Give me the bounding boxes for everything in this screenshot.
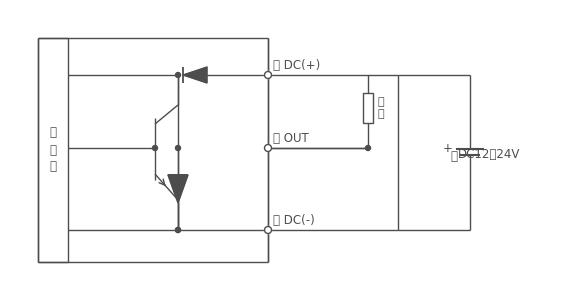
Text: DC12～24V: DC12～24V [458,148,521,160]
Polygon shape [168,175,188,203]
Text: 負
荷: 負 荷 [377,97,384,119]
Circle shape [175,146,181,151]
Text: +: + [443,142,453,154]
Circle shape [265,146,271,151]
Polygon shape [183,67,207,83]
Circle shape [265,227,271,232]
Text: 黒 OUT: 黒 OUT [273,132,309,145]
Circle shape [175,73,181,77]
Circle shape [175,227,181,232]
Text: 青 DC(-): 青 DC(-) [273,214,315,227]
Text: 茶 DC(+): 茶 DC(+) [273,59,320,72]
Circle shape [175,227,181,232]
Circle shape [153,146,157,151]
Circle shape [265,71,272,79]
Bar [363,93,373,123]
Circle shape [265,73,271,77]
Text: 主
回
路: 主 回 路 [50,127,57,173]
Text: －: － [450,149,457,163]
Circle shape [366,146,371,151]
Circle shape [265,226,272,233]
Circle shape [265,145,272,152]
